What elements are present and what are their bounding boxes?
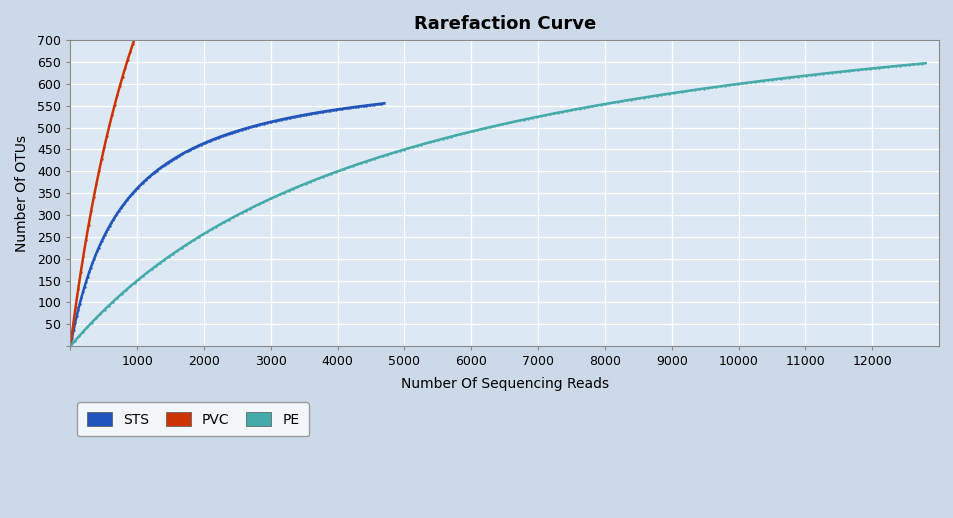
STS (81, 278, 92, 284)
Legend: STS, PVC, PE: STS, PVC, PE (77, 402, 309, 436)
STS (312, 109, 323, 116)
PVC (91, 178, 103, 184)
PE (919, 60, 930, 66)
Line: PVC: PVC (70, 0, 592, 347)
PVC (65, 343, 76, 349)
Line: STS: STS (70, 102, 385, 347)
STS (378, 100, 390, 106)
Line: PE: PE (70, 62, 925, 347)
PE (738, 80, 749, 87)
STS (369, 102, 380, 108)
STS (217, 133, 229, 139)
STS (209, 136, 220, 142)
PE (894, 63, 905, 69)
STS (369, 101, 380, 107)
STS (65, 343, 76, 349)
PE (480, 125, 492, 131)
X-axis label: Number Of Sequencing Reads: Number Of Sequencing Reads (400, 377, 608, 391)
PE (108, 298, 119, 304)
Title: Rarefaction Curve: Rarefaction Curve (413, 15, 596, 33)
Y-axis label: Number Of OTUs: Number Of OTUs (15, 135, 29, 252)
PE (65, 343, 76, 349)
PE (894, 63, 905, 69)
PE (457, 131, 469, 137)
